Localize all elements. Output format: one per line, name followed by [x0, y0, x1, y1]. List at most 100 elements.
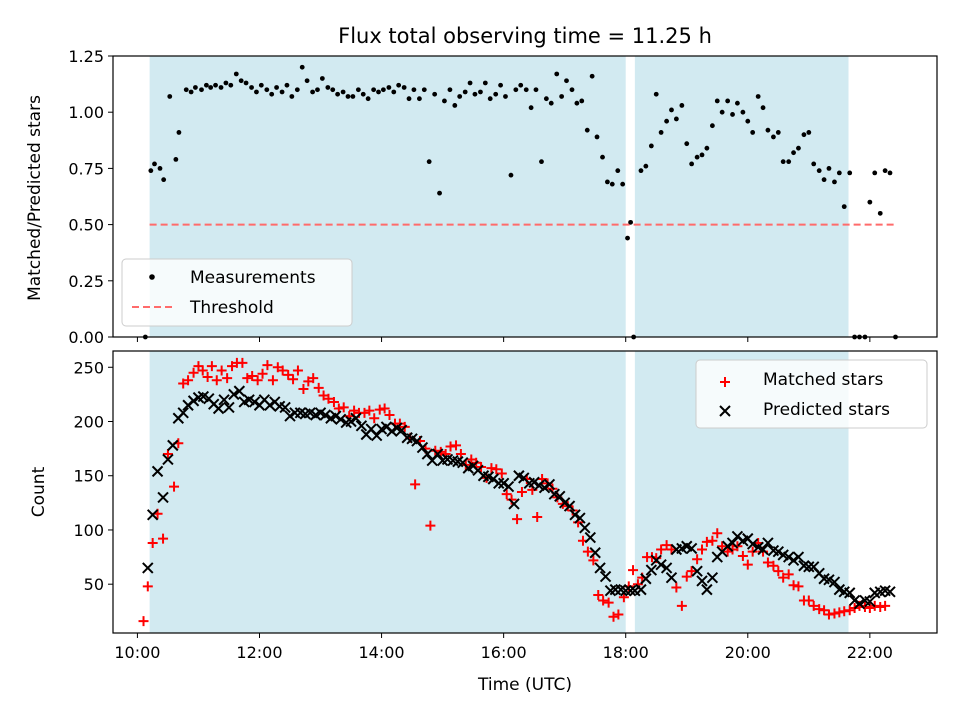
matched-stars-point	[666, 544, 677, 555]
matched-stars-point	[628, 565, 639, 576]
predicted-stars-point	[395, 424, 408, 436]
measurement-point	[304, 78, 310, 84]
predicted-stars-point	[370, 429, 383, 442]
measurement-point	[780, 159, 786, 165]
observing-window-2	[634, 56, 849, 337]
measurement-point	[735, 100, 740, 106]
y-tick-label: 50	[84, 575, 104, 594]
predicted-stars-point	[502, 480, 515, 493]
matched-stars-point	[722, 546, 733, 557]
predicted-stars-point	[848, 594, 861, 607]
legend-measurements-marker	[149, 274, 155, 280]
x-tick-label: 16:00	[481, 643, 527, 662]
predicted-stars-point	[594, 562, 606, 574]
predicted-stars-point	[528, 476, 540, 488]
measurement-point	[679, 103, 685, 108]
measurement-point	[609, 181, 615, 187]
predicted-stars-point	[218, 394, 230, 406]
legend-predicted-marker	[719, 405, 731, 417]
matched-stars-point	[656, 544, 667, 555]
predicted-stars-point	[757, 543, 769, 556]
measurement-point	[806, 130, 812, 135]
measurement-point	[620, 181, 626, 187]
matched-stars-point	[608, 611, 619, 622]
measurement-point	[355, 87, 361, 93]
y-tick-label: 0.25	[68, 272, 104, 291]
plot-frame	[112, 55, 938, 338]
measurement-point	[386, 85, 392, 90]
predicted-stars-point	[319, 409, 332, 421]
legend-box	[121, 258, 353, 327]
matched-stars-point	[142, 581, 153, 592]
matched-stars-point	[880, 600, 891, 611]
matched-stars-point	[138, 616, 149, 627]
measurement-point	[167, 94, 173, 99]
matched-stars-point	[823, 609, 834, 620]
x-tick-label: 20:00	[725, 643, 771, 662]
measurement-point	[615, 168, 621, 174]
measurement-point	[188, 89, 194, 95]
measurement-point	[539, 159, 544, 165]
measurement-point	[411, 87, 417, 93]
predicted-stars-point	[558, 497, 571, 509]
predicted-stars-point	[624, 584, 637, 597]
legend-matched-marker	[720, 377, 730, 387]
matched-stars-point	[349, 405, 360, 416]
matched-stars-point	[222, 373, 233, 384]
measurement-point	[796, 145, 801, 151]
predicted-stars-point	[543, 478, 556, 491]
matched-stars-point	[788, 580, 799, 591]
bottom-count-panel: 50 100 150 200 250 10:00 12:00 14:00 16:00 18:00 2…	[73, 350, 938, 662]
measurement-point	[218, 85, 224, 90]
matched-stars-point	[808, 600, 819, 611]
predicted-stars-point	[167, 439, 179, 452]
measurement-point	[437, 190, 442, 196]
measurement-point	[457, 94, 463, 99]
matched-stars-point	[778, 572, 789, 583]
measurement-point	[233, 71, 239, 77]
matched-stars-point	[262, 360, 273, 371]
measurement-point	[478, 89, 483, 95]
x-tick-label: 14:00	[359, 643, 405, 662]
predicted-stars-point	[792, 551, 805, 563]
matched-stars-point	[338, 402, 349, 413]
measurement-point	[289, 94, 295, 99]
measurement-point	[694, 154, 700, 160]
y-tick-label: 0.75	[68, 159, 104, 178]
predicted-stars-point	[696, 575, 708, 587]
matched-stars-point	[379, 403, 390, 414]
matched-stars-point	[147, 537, 158, 548]
measurement-point	[183, 87, 189, 93]
matched-stars-point	[211, 375, 222, 386]
matched-stars-point	[491, 464, 502, 475]
predicted-stars-point	[701, 583, 713, 596]
predicted-stars-point	[248, 396, 261, 408]
measurement-point	[786, 159, 792, 165]
measurement-point	[594, 134, 600, 140]
measurement-point	[658, 130, 664, 135]
measurement-point	[775, 130, 781, 135]
measurement-point	[503, 94, 508, 99]
matched-stars-point	[875, 601, 886, 612]
matched-stars-point	[197, 365, 208, 376]
matched-stars-point	[839, 606, 850, 617]
matched-stars-point	[216, 365, 227, 376]
measurement-point	[569, 87, 575, 93]
predicted-stars-point	[685, 542, 698, 555]
predicted-stars-point	[782, 551, 795, 563]
measurement-point	[821, 177, 827, 183]
measurement-point	[228, 82, 234, 88]
matched-stars-point	[486, 463, 497, 474]
matched-stars-point	[762, 557, 773, 568]
measurement-point	[669, 107, 674, 113]
measurement-point	[269, 91, 275, 97]
predicted-stars-point	[416, 441, 429, 454]
matched-stars-point	[237, 357, 248, 368]
measurement-point	[421, 87, 427, 93]
measurement-point	[771, 134, 776, 140]
measurement-point	[173, 157, 179, 162]
predicted-stars-point	[334, 413, 347, 426]
measurement-point	[801, 132, 807, 138]
matched-stars-point	[768, 560, 779, 571]
measurement-point	[498, 82, 503, 88]
